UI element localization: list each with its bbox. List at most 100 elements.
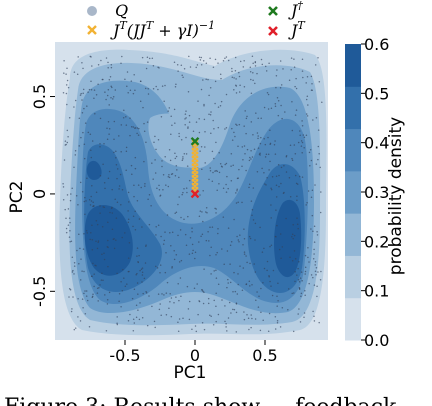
q-point — [296, 183, 299, 185]
q-point — [266, 91, 269, 94]
q-point — [219, 104, 222, 107]
q-point — [270, 187, 272, 190]
q-point — [273, 144, 276, 146]
q-point — [230, 312, 232, 314]
q-point — [225, 56, 228, 58]
q-point — [116, 322, 118, 325]
q-point — [208, 240, 210, 242]
q-point — [168, 176, 171, 179]
q-point — [134, 228, 137, 231]
q-point — [128, 270, 130, 273]
q-point — [260, 136, 262, 139]
q-point — [140, 268, 143, 271]
q-point — [235, 78, 237, 80]
q-point — [152, 87, 155, 90]
q-point — [298, 280, 301, 283]
q-point — [300, 140, 303, 142]
q-point — [231, 76, 234, 78]
q-point — [77, 204, 79, 206]
q-point — [131, 297, 134, 300]
q-point — [272, 269, 275, 272]
figure-caption: Figure 3: Results show ... feedback — [4, 395, 397, 406]
q-point — [216, 251, 218, 254]
q-point — [312, 310, 314, 313]
q-point — [213, 128, 215, 130]
colorbar-segment — [345, 128, 361, 172]
y-tick-label: 0 — [30, 189, 49, 199]
q-point — [270, 204, 272, 206]
q-point — [107, 89, 110, 91]
q-point — [266, 177, 268, 179]
q-point — [78, 263, 80, 265]
q-point — [68, 217, 71, 219]
q-point — [186, 191, 188, 194]
q-point — [126, 85, 128, 88]
q-point — [274, 153, 277, 155]
q-point — [128, 201, 130, 203]
q-point — [260, 117, 262, 119]
q-point — [219, 73, 222, 76]
q-point — [105, 329, 108, 332]
q-point — [121, 188, 124, 191]
q-point — [181, 74, 183, 77]
q-point — [236, 188, 238, 190]
q-point — [136, 272, 138, 275]
q-point — [291, 159, 294, 161]
q-point — [171, 266, 173, 268]
q-point — [264, 143, 267, 146]
q-point — [281, 117, 283, 120]
q-point — [82, 88, 85, 91]
q-point — [111, 86, 113, 89]
q-point — [267, 330, 270, 333]
q-point — [300, 295, 302, 298]
q-point — [126, 71, 129, 73]
q-point — [314, 184, 316, 186]
q-point — [316, 285, 318, 288]
q-point — [238, 71, 240, 74]
q-point — [199, 210, 202, 212]
q-point — [309, 165, 311, 167]
q-point — [178, 132, 180, 135]
x-marker — [190, 136, 200, 146]
q-point — [163, 294, 165, 296]
q-point — [192, 130, 195, 132]
q-point — [202, 302, 205, 305]
q-point — [146, 121, 149, 123]
q-point — [95, 265, 97, 267]
q-point — [200, 235, 202, 237]
q-point — [87, 91, 89, 93]
q-point — [114, 198, 116, 201]
q-point — [138, 254, 140, 257]
q-point — [146, 56, 149, 58]
q-point — [103, 182, 106, 184]
q-point — [296, 195, 298, 198]
q-point — [193, 287, 196, 289]
q-point — [255, 112, 257, 114]
q-point — [119, 173, 122, 176]
q-point — [90, 200, 93, 202]
q-point — [214, 170, 216, 172]
q-point — [79, 94, 82, 96]
q-point — [145, 292, 148, 294]
q-point — [115, 239, 117, 241]
q-point — [134, 89, 136, 92]
q-point — [250, 78, 252, 81]
q-point — [216, 189, 218, 192]
q-point — [118, 188, 120, 190]
q-point — [137, 309, 139, 311]
q-point — [314, 264, 316, 266]
y-tick-label: -0.5 — [30, 276, 49, 307]
q-point — [317, 56, 319, 59]
q-point — [293, 234, 296, 237]
q-point — [299, 277, 302, 279]
q-point — [265, 70, 268, 72]
q-point — [84, 196, 86, 199]
q-point — [257, 147, 260, 149]
q-point — [295, 182, 298, 185]
q-point — [313, 253, 315, 255]
q-point — [78, 117, 81, 120]
q-point — [126, 283, 128, 285]
q-point — [88, 88, 91, 91]
q-point — [191, 230, 193, 233]
q-point — [241, 289, 244, 291]
